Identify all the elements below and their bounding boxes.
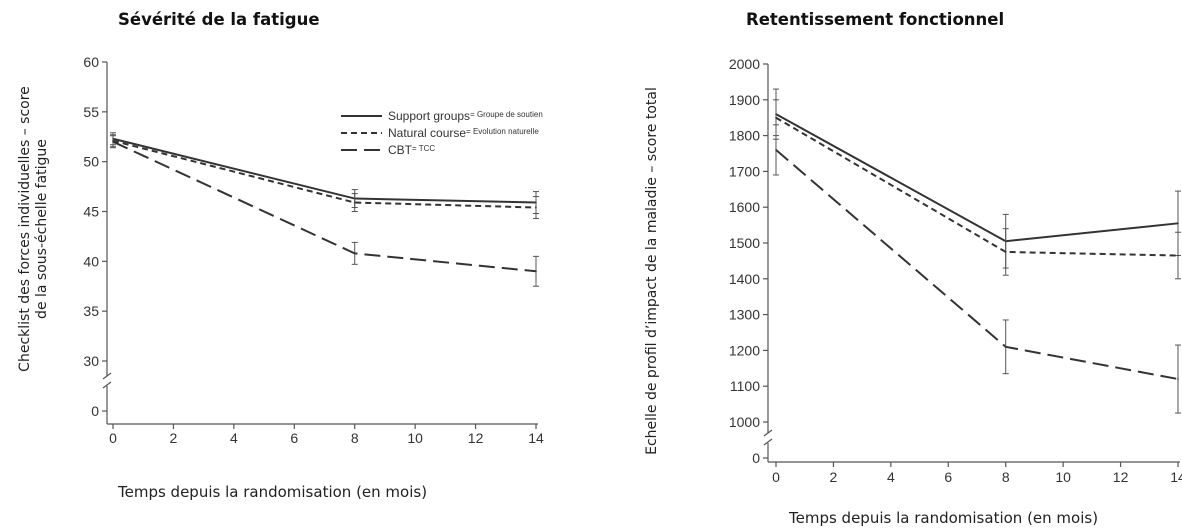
y-tick-label: 1900 [729,92,760,108]
series-line-dashed [775,149,1179,381]
x-tick-label: 4 [230,430,238,446]
x-tick-label: 4 [887,469,895,485]
x-tick-label: 0 [109,430,117,446]
y-tick-label: 1100 [730,378,760,394]
x-tick-label: 10 [1055,469,1071,485]
x-tick-label: 6 [944,469,952,485]
y-tick-label: 35 [83,303,99,319]
legend-translation: = Evolution naturelle [466,127,539,136]
y-tick-label: 1000 [729,414,760,430]
axis-break-mark-upper [102,372,112,380]
data-point [1177,378,1179,380]
y-tick-label: 0 [752,450,760,466]
legend-translation: = TCC [412,144,435,153]
y-tick-label: 1300 [729,307,760,323]
y-tick-label: 1800 [729,128,760,144]
legend-series-name: CBT [388,143,413,157]
y-tick-label: 30 [83,353,99,369]
data-point [1177,222,1179,225]
x-tick-label: 10 [407,430,423,446]
x-tick-label: 14 [528,430,544,446]
data-point [535,270,537,273]
y-tick-label: 1400 [729,271,760,287]
y-tick-label: 1700 [729,163,760,179]
y-tick-label: 0 [91,403,99,419]
data-point [353,252,356,255]
x-tick-label: 0 [772,469,780,485]
y-tick-label: 50 [83,154,99,170]
x-axis-label: Temps depuis la randomisation (en mois) [118,483,428,501]
x-tick-label: 12 [468,430,484,446]
data-point [1004,251,1007,253]
y-tick-label: 60 [83,54,99,70]
x-tick-label: 12 [1113,469,1129,485]
legend-series-name: Natural course [388,126,466,140]
legend-series-name: Support groups [388,109,470,123]
y-tick-label: 1600 [729,199,760,215]
y-tick-label: 1200 [729,342,760,358]
data-point [1177,254,1179,257]
data-point [775,116,777,119]
chart-panel-fatigue: Sévérité de la fatigue Checklist des for… [0,0,590,531]
x-tick-label: 8 [351,430,359,446]
chart-impact-plot: 0 1000 1100 1200 1300 1400 1500 1600 1700 1800 190… [729,56,1182,485]
data-point [353,201,356,204]
y-tick-label: 55 [83,104,99,120]
x-tick-label: 2 [170,430,178,446]
data-point [112,140,114,143]
data-point [775,149,777,151]
axis-break-mark-lower [763,438,773,446]
y-tick-label: 40 [83,253,99,269]
series-line-dotted [112,139,537,209]
chart-panel-impact: Retentissement fonctionnel Echelle de pr… [630,0,1182,531]
x-axis-label: Temps depuis la randomisation (en mois) [789,509,1099,527]
axis-break-mark-upper [763,429,773,437]
x-tick-label: 8 [1002,469,1010,485]
chart-fatigue-plot: 0 30 35 40 45 50 55 60 0 2 4 6 8 10 12 14 Support groups… [83,54,544,446]
data-point [535,206,537,209]
series-line-dotted [775,116,1179,257]
legend-entry: Natural course= Evolution naturelle [388,126,539,140]
series-line-solid [775,113,1179,243]
chart-title: Sévérité de la fatigue [118,10,320,29]
series-line-dashed [112,140,537,273]
y-tick-label: 2000 [729,56,760,72]
y-tick-label: 1500 [729,235,760,251]
legend-entry: CBT= TCC [388,143,435,157]
x-tick-label: 14 [1170,469,1182,485]
x-tick-label: 2 [830,469,838,485]
data-point [1004,346,1007,348]
chart-title: Retentissement fonctionnel [746,10,1005,29]
axis-break-mark-lower [102,381,112,389]
y-tick-label: 45 [83,204,99,220]
legend-entry: Support groups= Groupe de soutien [388,109,543,123]
legend-translation: = Groupe de soutien [470,110,543,119]
x-tick-label: 6 [290,430,298,446]
